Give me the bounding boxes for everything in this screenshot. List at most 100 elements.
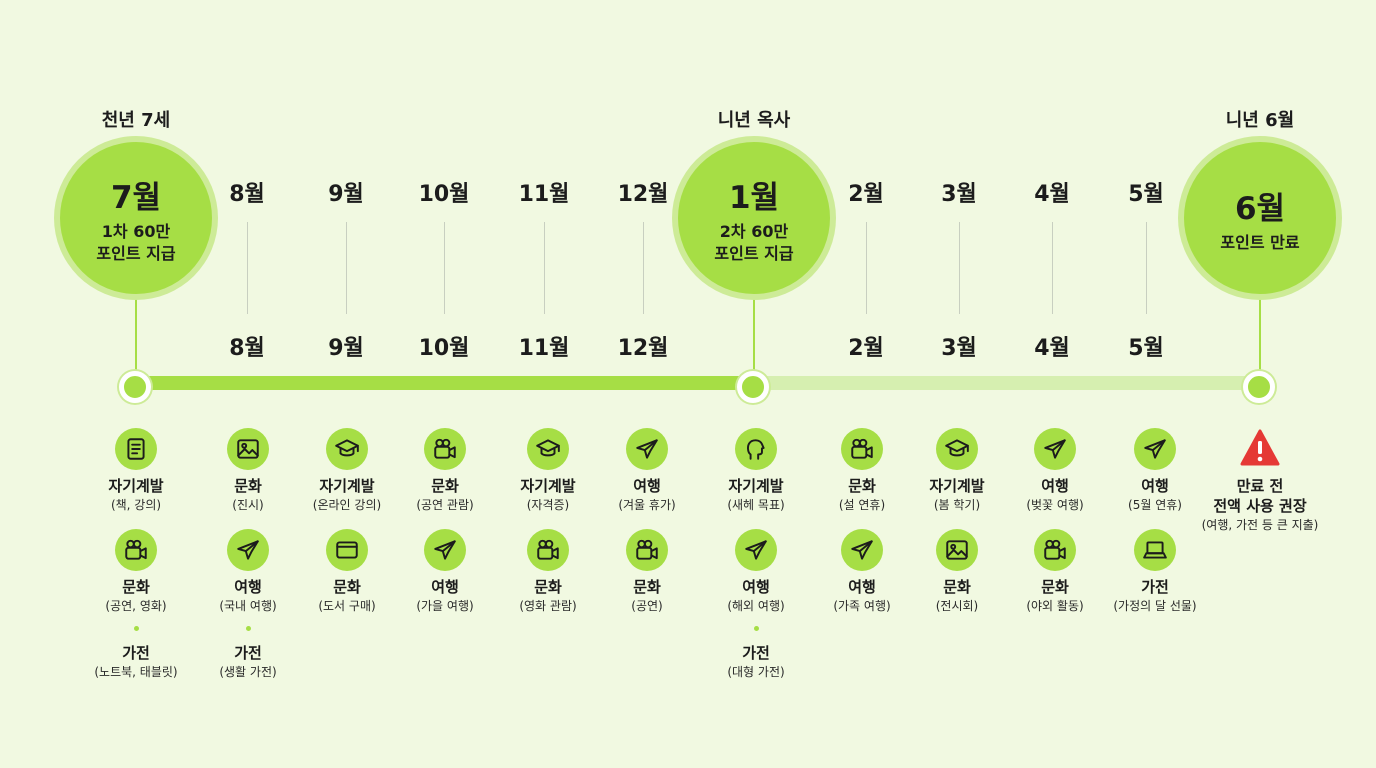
category-item: 여행 (벚꽃 여행) — [991, 428, 1119, 514]
category-title: 만료 전 전액 사용 권장 — [1213, 477, 1307, 515]
category-subtitle: (공연) — [631, 599, 663, 613]
category-item: 문화 (영화 관람) — [484, 529, 612, 615]
category-item: 만료 전 전액 사용 권장 (여행, 가전 등 큰 지출) — [1196, 428, 1324, 534]
category-item: 자기계발 (자격증) — [484, 428, 612, 514]
category-item: 여행 (가족 여행) — [798, 529, 926, 615]
category-title: 문화 — [122, 578, 150, 596]
connector-line — [753, 294, 755, 374]
timeline-node-start — [119, 371, 151, 403]
category-subtitle: (온라인 강의) — [312, 498, 382, 512]
category-subtitle: (가을 여행) — [416, 599, 474, 613]
category-item: 여행 (국내 여행) — [184, 529, 312, 615]
category-item: 가전 (노트북, 태블릿) — [72, 626, 200, 681]
end-label: 니년 6월 — [1225, 110, 1295, 131]
airplane-icon — [735, 529, 777, 571]
camera-icon — [1034, 529, 1076, 571]
category-item: 문화 (공연, 영화) — [72, 529, 200, 615]
milestone-month: 1월 — [728, 179, 780, 216]
category-item: 자기계발 (책, 강의) — [72, 428, 200, 514]
month-divider — [247, 222, 248, 314]
category-title: 문화 — [848, 477, 876, 495]
airplane-icon — [1134, 428, 1176, 470]
airplane-icon — [841, 529, 883, 571]
month-label-bottom: 12월 — [617, 336, 669, 361]
month-label-top: 10월 — [418, 182, 470, 207]
image-icon — [227, 428, 269, 470]
category-item: 문화 (진시) — [184, 428, 312, 514]
month-label-bottom: 10월 — [418, 336, 470, 361]
category-title: 자기계발 — [929, 477, 985, 495]
category-item: 자기계발 (새헤 목표) — [692, 428, 820, 514]
category-item: 문화 (야외 활동) — [991, 529, 1119, 615]
bullet-dot — [753, 626, 759, 631]
category-subtitle: (벚꽃 여행) — [1026, 498, 1084, 512]
category-subtitle: (5월 연휴) — [1128, 498, 1182, 512]
camera-icon — [115, 529, 157, 571]
category-title: 여행 — [1141, 477, 1169, 495]
category-subtitle: (공연, 영화) — [105, 599, 167, 613]
category-item: 가전 (가정의 달 선물) — [1091, 529, 1219, 615]
category-item: 여행 (해외 여행) — [692, 529, 820, 615]
milestone-circle-2: 1월 2차 60만 포인트 지급 — [678, 142, 830, 294]
month-divider — [346, 222, 347, 314]
connector-line — [1259, 294, 1261, 374]
month-label-top: 4월 — [1034, 182, 1070, 207]
category-subtitle: (설 연휴) — [838, 498, 886, 512]
category-title: 여행 — [1041, 477, 1069, 495]
airplane-icon — [227, 529, 269, 571]
category-subtitle: (도서 구매) — [318, 599, 376, 613]
category-subtitle: (공연 관람) — [416, 498, 474, 512]
category-item: 여행 (가을 여행) — [381, 529, 509, 615]
airplane-icon — [626, 428, 668, 470]
month-label-bottom: 11월 — [518, 336, 570, 361]
category-title: 문화 — [234, 477, 262, 495]
timeline-node-end — [1243, 371, 1275, 403]
category-subtitle: (전시회) — [935, 599, 979, 613]
laptop-icon — [1134, 529, 1176, 571]
category-title: 문화 — [1041, 578, 1069, 596]
head-icon — [735, 428, 777, 470]
month-divider — [544, 222, 545, 314]
category-subtitle: (자격증) — [526, 498, 570, 512]
category-title: 문화 — [633, 578, 661, 596]
graduation-cap-icon — [936, 428, 978, 470]
category-title: 여행 — [633, 477, 661, 495]
milestone-month: 7월 — [110, 179, 162, 216]
category-title: 여행 — [431, 578, 459, 596]
graduation-cap-icon — [326, 428, 368, 470]
category-subtitle: (야외 활동) — [1026, 599, 1084, 613]
category-item: 자기계발 (봄 학기) — [893, 428, 1021, 514]
month-label-top: 12월 — [617, 182, 669, 207]
category-subtitle: (생활 가전) — [219, 665, 277, 679]
category-title: 가전 — [1141, 578, 1169, 596]
camera-icon — [527, 529, 569, 571]
start-label: 천년 7세 — [101, 110, 171, 131]
camera-icon — [626, 529, 668, 571]
category-item: 문화 (도서 구매) — [283, 529, 411, 615]
category-item: 자기계발 (온라인 강의) — [283, 428, 411, 514]
category-title: 자기계발 — [520, 477, 576, 495]
airplane-icon — [1034, 428, 1076, 470]
category-title: 가전 — [122, 644, 150, 662]
category-title: 여행 — [742, 578, 770, 596]
month-divider — [444, 222, 445, 314]
category-title: 문화 — [333, 578, 361, 596]
category-item: 가전 (생활 가전) — [184, 626, 312, 681]
month-label-bottom: 8월 — [229, 336, 265, 361]
month-label-bottom: 9월 — [328, 336, 364, 361]
category-title: 여행 — [848, 578, 876, 596]
category-title: 여행 — [234, 578, 262, 596]
month-label-bottom: 5월 — [1128, 336, 1164, 361]
month-label-top: 3월 — [941, 182, 977, 207]
airplane-icon — [424, 529, 466, 571]
bullet-dot — [133, 626, 139, 631]
milestone-circle-3: 6월 포인트 만료 — [1184, 142, 1336, 294]
mid-label: 니년 옥사 — [717, 110, 791, 131]
category-title: 가전 — [234, 644, 262, 662]
category-title: 문화 — [534, 578, 562, 596]
category-title: 문화 — [943, 578, 971, 596]
camera-icon — [841, 428, 883, 470]
month-divider — [959, 222, 960, 314]
timeline-track-active — [136, 376, 754, 390]
month-divider — [1146, 222, 1147, 314]
